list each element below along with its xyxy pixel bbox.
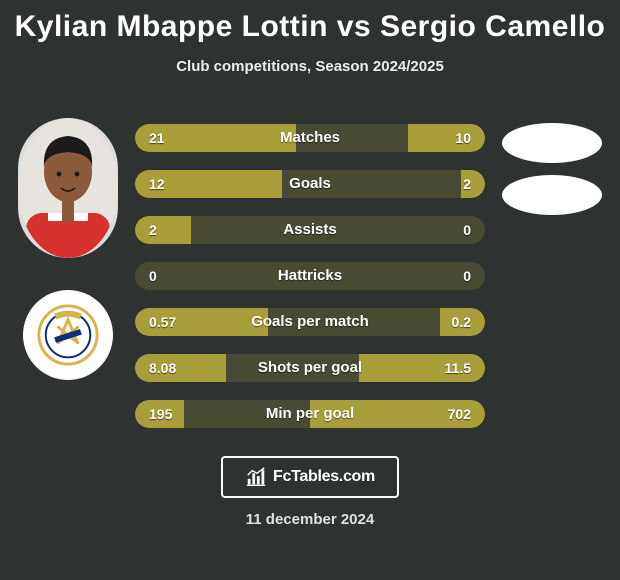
player-right-avatar-placeholder — [502, 123, 602, 163]
club-left-badge — [23, 290, 113, 380]
stat-fill-right — [408, 124, 485, 152]
stat-value-left: 12 — [149, 170, 165, 198]
club-right-badge-placeholder — [502, 175, 602, 215]
stat-value-left: 195 — [149, 400, 172, 428]
brand-box[interactable]: FcTables.com — [221, 456, 399, 498]
club-left-crest-icon — [37, 304, 99, 366]
comparison-content: 2110Matches122Goals20Assists00Hattricks0… — [0, 108, 620, 448]
stat-value-right: 11.5 — [445, 354, 471, 382]
stat-row: 122Goals — [135, 170, 485, 198]
footer-date: 11 december 2024 — [0, 511, 620, 528]
stat-row: 2110Matches — [135, 124, 485, 152]
subtitle: Club competitions, Season 2024/2025 — [0, 58, 620, 75]
stat-bars: 2110Matches122Goals20Assists00Hattricks0… — [135, 124, 485, 446]
stat-fill-left — [135, 216, 191, 244]
brand-label: FcTables.com — [273, 468, 375, 486]
stat-value-right: 702 — [448, 400, 471, 428]
stat-value-left: 2 — [149, 216, 157, 244]
player-left-avatar-svg — [18, 118, 118, 258]
stat-row: 8.0811.5Shots per goal — [135, 354, 485, 382]
left-player-column — [8, 118, 128, 380]
stat-row: 0.570.2Goals per match — [135, 308, 485, 336]
stat-row: 195702Min per goal — [135, 400, 485, 428]
chart-icon — [245, 466, 267, 488]
right-player-column — [492, 118, 612, 215]
stat-value-right: 2 — [463, 170, 471, 198]
stat-value-left: 21 — [149, 124, 165, 152]
stat-value-left: 0 — [149, 262, 157, 290]
stat-row: 0 0Hattricks — [135, 262, 485, 290]
stat-value-right: 0 — [463, 216, 471, 244]
player-left-avatar — [18, 118, 118, 258]
stat-label: Hattricks — [135, 262, 485, 290]
page-title: Kylian Mbappe Lottin vs Sergio Camello — [0, 0, 620, 44]
stat-row: 20Assists — [135, 216, 485, 244]
stat-value-right: 0 — [463, 262, 471, 290]
stat-value-right: 10 — [455, 124, 471, 152]
stat-value-left: 8.08 — [149, 354, 176, 382]
stat-value-right: 0.2 — [452, 308, 471, 336]
stat-value-left: 0.57 — [149, 308, 176, 336]
